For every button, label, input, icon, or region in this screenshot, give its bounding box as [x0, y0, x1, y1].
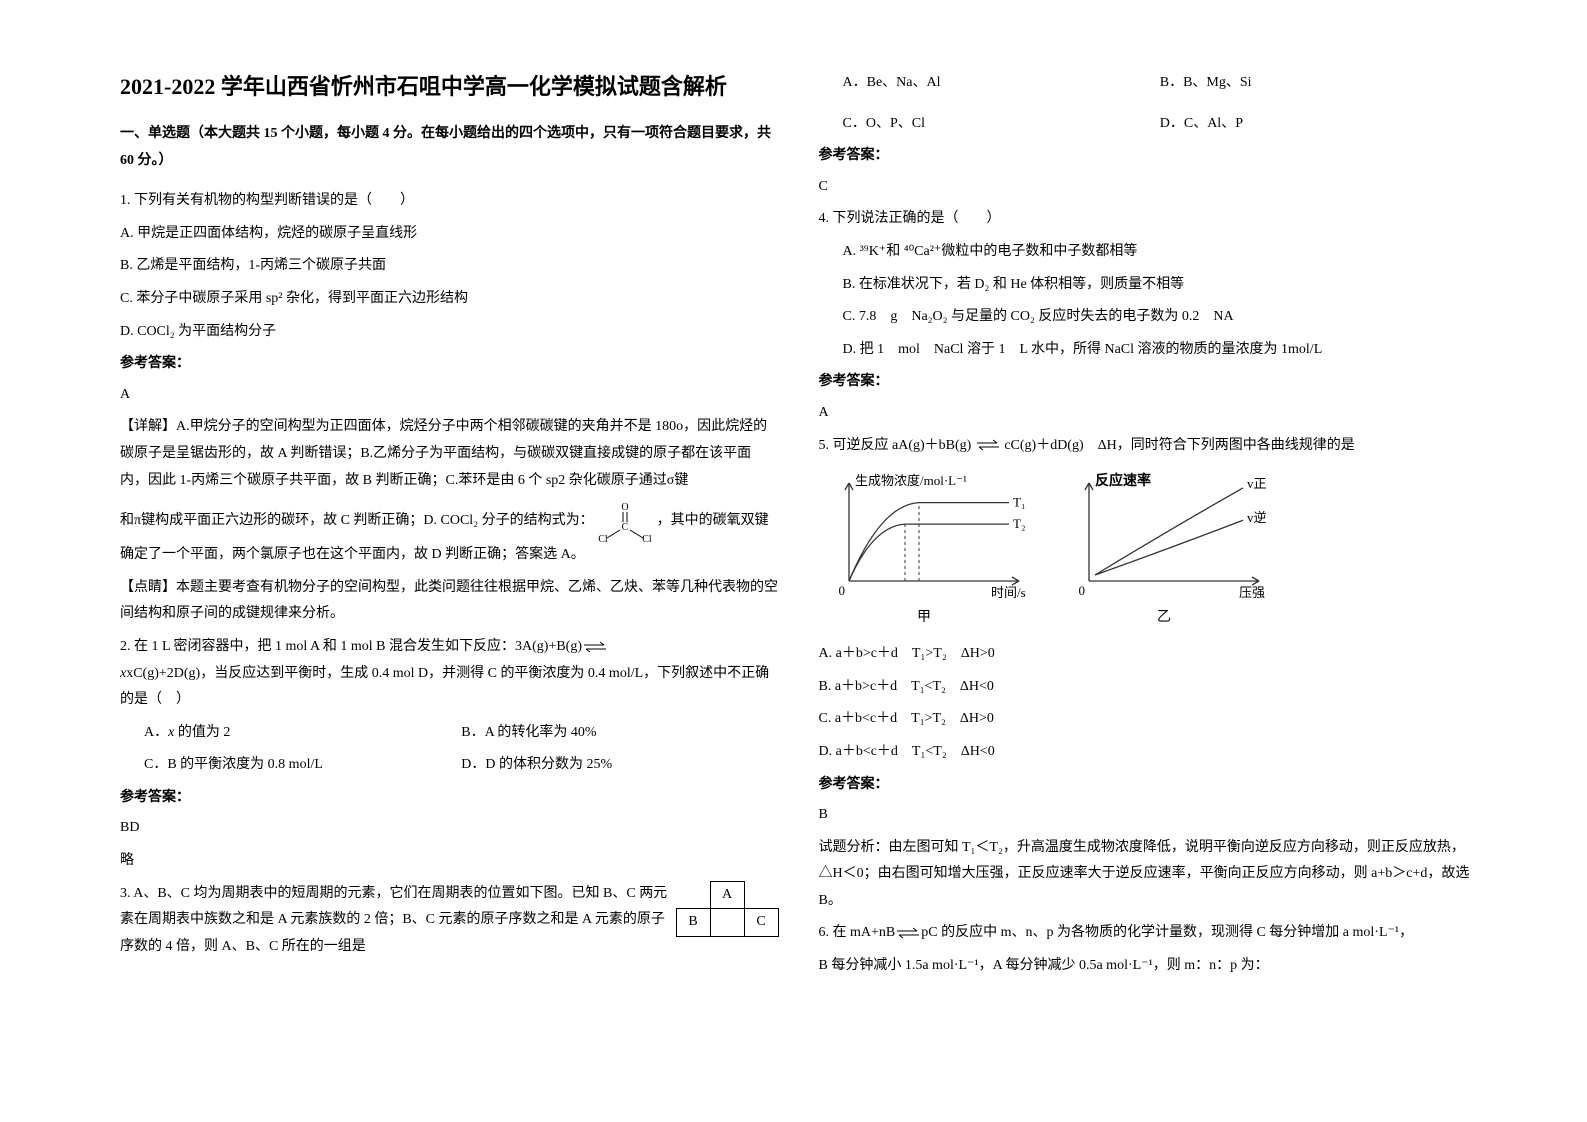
q1-explain-1: 【详解】A.甲烷分子的空间构型为正四面体，烷烃分子中两个相邻碳碳键的夹角并不是 …: [120, 414, 779, 494]
q3-opt-b: B．B、Mg、Si: [1160, 70, 1477, 97]
q2-answer: BD: [120, 815, 779, 842]
q1-opt-a: A. 甲烷是正四面体结构，烷烃的碳原子呈直线形: [120, 221, 779, 248]
q3-opts-row2: C．O、P、Cl D．C、Al、P: [819, 111, 1478, 138]
q1-explain-3: 【点睛】本题主要考查有机物分子的空间构型，此类问题往往根据甲烷、乙烯、乙炔、苯等…: [120, 575, 779, 628]
q3-periodic-mini-table: A B C: [676, 881, 779, 937]
q6-stem-mid: pC 的反应中 m、n、p 为各物质的化学计量数，现测得 C 每分钟增加 a m…: [921, 925, 1413, 940]
q5-stem-pre: 5. 可逆反应 aA(g)＋bB(g): [819, 438, 975, 453]
q4-opt-a: A. ³⁹K⁺和 ⁴⁰Ca²⁺微粒中的电子数和中子数都相等: [819, 239, 1478, 266]
q2-note: 略: [120, 848, 779, 875]
q5-answer: B: [819, 802, 1478, 829]
q4-opt-c: C. 7.8 g Na₂O₂ 与足量的 CO₂ 反应时失去的电子数为 0.2 N…: [819, 304, 1478, 331]
q2-opts-row1: A．x 的值为 2 B．A 的转化率为 40%: [120, 720, 779, 747]
answer-label: 参考答案：: [819, 369, 1478, 396]
q5-opt-c: C. a＋b<c＋d T₁>T₂ ΔH>0: [819, 706, 1478, 733]
q3-opt-a: A．Be、Na、Al: [843, 70, 1160, 97]
q3-opt-c: C．O、P、Cl: [843, 111, 1160, 138]
svg-text:Cl: Cl: [598, 534, 608, 542]
svg-text:T₂: T₂: [1013, 516, 1025, 531]
q3-opt-d: D．C、Al、P: [1160, 111, 1477, 138]
q1-opt-c: C. 苯分子中碳原子采用 sp² 杂化，得到平面正六边形结构: [120, 286, 779, 313]
answer-label: 参考答案：: [819, 772, 1478, 799]
svg-text:甲: 甲: [917, 610, 931, 625]
svg-text:反应速率: 反应速率: [1095, 472, 1151, 489]
q4-opt-d: D. 把 1 mol NaCl 溶于 1 L 水中，所得 NaCl 溶液的物质的…: [819, 337, 1478, 364]
q5-opt-b: B. a＋b>c＋d T₁<T₂ ΔH<0: [819, 674, 1478, 701]
page-title: 2021-2022 学年山西省忻州市石咀中学高一化学模拟试题含解析: [120, 70, 779, 103]
q2-stem: 2. 在 1 L 密闭容器中，把 1 mol A 和 1 mol B 混合发生如…: [120, 634, 779, 714]
q1-opt-d: D. COCl₂ 为平面结构分子: [120, 319, 779, 346]
q2-stem-post: xxC(g)+2D(g)，当反应达到平衡时，生成 0.4 mol D，并测得 C…: [120, 666, 769, 708]
svg-text:C: C: [622, 522, 629, 533]
q3-answer: C: [819, 174, 1478, 201]
right-column: A．Be、Na、Al B．B、Mg、Si C．O、P、Cl D．C、Al、P 参…: [799, 70, 1498, 1082]
q2-opt-d: D．D 的体积分数为 25%: [461, 752, 778, 779]
q5-stem: 5. 可逆反应 aA(g)＋bB(g) cC(g)＋dD(g) ΔH，同时符合下…: [819, 433, 1478, 460]
answer-label: 参考答案：: [120, 785, 779, 812]
cell-a: A: [710, 881, 744, 909]
section-instructions: 一、单选题（本大题共 15 个小题，每小题 4 分。在每小题给出的四个选项中，只…: [120, 121, 779, 174]
q1-opt-b: B. 乙烯是平面结构，1-丙烯三个碳原子共面: [120, 253, 779, 280]
svg-text:T₁: T₁: [1013, 495, 1025, 510]
q6-stem-pre: 6. 在 mA+nB: [819, 925, 896, 940]
q1-answer: A: [120, 382, 779, 409]
q1-explain-2: 和π键构成平面正六边形的碳环，故 C 判断正确；D. COCl₂ 分子的结构式为…: [120, 500, 779, 569]
q5-opt-a: A. a＋b>c＋d T₁>T₂ ΔH>0: [819, 641, 1478, 668]
equilibrium-arrow-icon: [895, 927, 921, 939]
q3-opts-row1: A．Be、Na、Al B．B、Mg、Si: [819, 70, 1478, 97]
q6-stem: 6. 在 mA+nB pC 的反应中 m、n、p 为各物质的化学计量数，现测得 C…: [819, 920, 1478, 947]
svg-text:生成物浓度/mol·L⁻¹: 生成物浓度/mol·L⁻¹: [855, 473, 967, 488]
q1-stem: 1. 下列有关有机物的构型判断错误的是（ ）: [120, 188, 779, 215]
cocl2-structure-icon: OC Cl Cl: [597, 500, 653, 542]
q2-opts-row2: C．B 的平衡浓度为 0.8 mol/L D．D 的体积分数为 25%: [120, 752, 779, 779]
svg-text:0: 0: [838, 583, 845, 598]
svg-text:v正: v正: [1247, 476, 1267, 491]
chart-yi: 0 反应速率压强 v正 v逆乙: [1059, 467, 1269, 631]
svg-text:v逆: v逆: [1247, 510, 1267, 525]
q4-opt-b: B. 在标准状况下，若 D₂ 和 He 体积相等，则质量不相等: [819, 272, 1478, 299]
answer-label: 参考答案：: [120, 351, 779, 378]
q4-answer: A: [819, 400, 1478, 427]
equilibrium-arrow-icon: [975, 439, 1001, 451]
q5-stem-post: cC(g)＋dD(g) ΔH，同时符合下列两图中各曲线规律的是: [1001, 438, 1355, 453]
q2-opt-b: B．A 的转化率为 40%: [461, 720, 778, 747]
chart-jia: 0 生成物浓度/mol·L⁻¹ 时间/s T₁ T₂ 甲: [819, 467, 1029, 631]
svg-text:乙: 乙: [1157, 609, 1171, 625]
q4-stem: 4. 下列说法正确的是（ ）: [819, 206, 1478, 233]
q2-opt-c: C．B 的平衡浓度为 0.8 mol/L: [144, 752, 461, 779]
svg-text:Cl: Cl: [642, 534, 652, 542]
svg-text:时间/s: 时间/s: [991, 585, 1026, 600]
q5-charts: 0 生成物浓度/mol·L⁻¹ 时间/s T₁ T₂ 甲 0 反应速率压强 v正 v逆乙: [819, 467, 1478, 631]
q6-stem2: B 每分钟减小 1.5a mol·L⁻¹，A 每分钟减少 0.5a mol·L⁻…: [819, 953, 1478, 980]
answer-label: 参考答案：: [819, 143, 1478, 170]
svg-text:0: 0: [1078, 583, 1085, 598]
q5-opt-d: D. a＋b<c＋d T₁<T₂ ΔH<0: [819, 739, 1478, 766]
q5-explain: 试题分析：由左图可知 T₁＜T₂，升高温度生成物浓度降低，说明平衡向逆反应方向移…: [819, 835, 1478, 915]
cell-b: B: [676, 909, 710, 937]
svg-text:压强: 压强: [1239, 585, 1265, 600]
cell-c: C: [744, 909, 778, 937]
q3-block: A B C 3. A、B、C 均为周期表中的短周期的元素，它们在周期表的位置如下图…: [120, 881, 779, 961]
q1-explain-2-pre: 和π键构成平面正六边形的碳环，故 C 判断正确；D. COCl₂ 分子的结构式为…: [120, 513, 594, 528]
left-column: 2021-2022 学年山西省忻州市石咀中学高一化学模拟试题含解析 一、单选题（…: [100, 70, 799, 1082]
equilibrium-arrow-icon: [582, 641, 608, 653]
q2-stem-pre: 2. 在 1 L 密闭容器中，把 1 mol A 和 1 mol B 混合发生如…: [120, 639, 582, 654]
q3-stem: 3. A、B、C 均为周期表中的短周期的元素，它们在周期表的位置如下图。已知 B…: [120, 886, 667, 954]
svg-text:O: O: [621, 502, 628, 513]
q2-opt-a: A．x 的值为 2: [144, 720, 461, 747]
